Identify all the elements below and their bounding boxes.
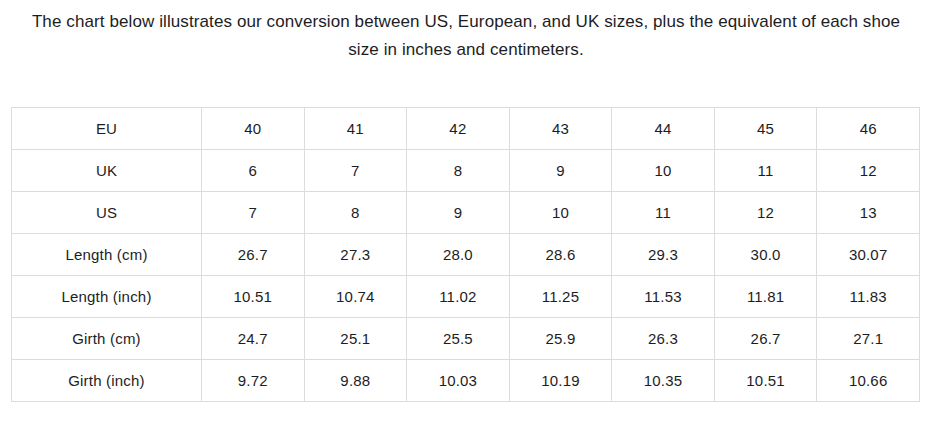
- row-label: Length (cm): [12, 234, 202, 276]
- cell-value: 26.7: [714, 318, 817, 360]
- cell-value: 45: [714, 108, 817, 150]
- cell-value: 29.3: [612, 234, 715, 276]
- cell-value: 42: [407, 108, 510, 150]
- cell-value: 28.0: [407, 234, 510, 276]
- intro-text: The chart below illustrates our conversi…: [20, 8, 912, 64]
- cell-value: 7: [202, 192, 305, 234]
- page: The chart below illustrates our conversi…: [0, 0, 932, 424]
- cell-value: 10: [509, 192, 612, 234]
- cell-value: 10.19: [509, 360, 612, 402]
- row-label: Girth (inch): [12, 360, 202, 402]
- cell-value: 6: [202, 150, 305, 192]
- cell-value: 46: [817, 108, 920, 150]
- cell-value: 13: [817, 192, 920, 234]
- cell-value: 41: [304, 108, 407, 150]
- cell-value: 25.1: [304, 318, 407, 360]
- cell-value: 9.88: [304, 360, 407, 402]
- cell-value: 8: [304, 192, 407, 234]
- table-row: Girth (cm)24.725.125.525.926.326.727.1: [12, 318, 920, 360]
- size-table-body: EU40414243444546UK6789101112US7891011121…: [12, 108, 920, 402]
- cell-value: 30.07: [817, 234, 920, 276]
- table-row: Length (cm)26.727.328.028.629.330.030.07: [12, 234, 920, 276]
- cell-value: 12: [817, 150, 920, 192]
- cell-value: 10.03: [407, 360, 510, 402]
- cell-value: 8: [407, 150, 510, 192]
- row-label: Length (inch): [12, 276, 202, 318]
- row-label: Girth (cm): [12, 318, 202, 360]
- cell-value: 10.66: [817, 360, 920, 402]
- cell-value: 12: [714, 192, 817, 234]
- cell-value: 26.3: [612, 318, 715, 360]
- table-row: UK6789101112: [12, 150, 920, 192]
- cell-value: 25.9: [509, 318, 612, 360]
- table-row: Girth (inch)9.729.8810.0310.1910.3510.51…: [12, 360, 920, 402]
- cell-value: 11: [612, 192, 715, 234]
- cell-value: 10.51: [714, 360, 817, 402]
- cell-value: 30.0: [714, 234, 817, 276]
- cell-value: 9: [509, 150, 612, 192]
- cell-value: 40: [202, 108, 305, 150]
- cell-value: 9.72: [202, 360, 305, 402]
- size-conversion-table: EU40414243444546UK6789101112US7891011121…: [11, 107, 920, 402]
- cell-value: 44: [612, 108, 715, 150]
- cell-value: 43: [509, 108, 612, 150]
- cell-value: 7: [304, 150, 407, 192]
- cell-value: 10.35: [612, 360, 715, 402]
- cell-value: 11.83: [817, 276, 920, 318]
- cell-value: 9: [407, 192, 510, 234]
- cell-value: 10: [612, 150, 715, 192]
- cell-value: 27.3: [304, 234, 407, 276]
- cell-value: 11.81: [714, 276, 817, 318]
- cell-value: 11: [714, 150, 817, 192]
- table-row: US78910111213: [12, 192, 920, 234]
- cell-value: 11.53: [612, 276, 715, 318]
- cell-value: 27.1: [817, 318, 920, 360]
- cell-value: 11.02: [407, 276, 510, 318]
- cell-value: 11.25: [509, 276, 612, 318]
- row-label: UK: [12, 150, 202, 192]
- row-label: EU: [12, 108, 202, 150]
- cell-value: 26.7: [202, 234, 305, 276]
- row-label: US: [12, 192, 202, 234]
- cell-value: 10.74: [304, 276, 407, 318]
- cell-value: 10.51: [202, 276, 305, 318]
- table-row: EU40414243444546: [12, 108, 920, 150]
- table-row: Length (inch)10.5110.7411.0211.2511.5311…: [12, 276, 920, 318]
- cell-value: 25.5: [407, 318, 510, 360]
- cell-value: 24.7: [202, 318, 305, 360]
- cell-value: 28.6: [509, 234, 612, 276]
